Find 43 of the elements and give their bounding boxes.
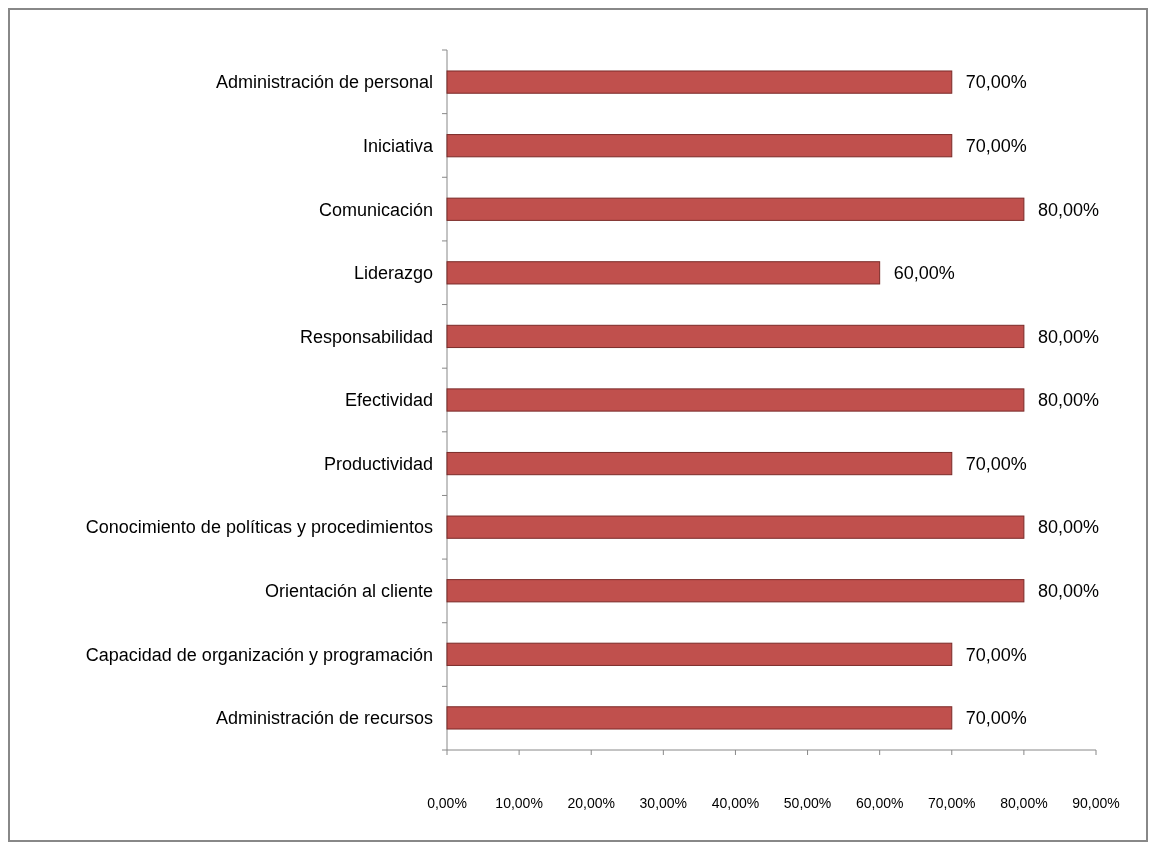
x-tick-label: 90,00% <box>1072 795 1120 811</box>
bar <box>446 706 953 730</box>
data-label: 60,00% <box>893 263 955 284</box>
data-label: 70,00% <box>965 644 1027 665</box>
bar <box>446 261 881 285</box>
data-label: 80,00% <box>1037 199 1099 220</box>
data-label: 80,00% <box>1037 390 1099 411</box>
data-label: 70,00% <box>965 453 1027 474</box>
x-tick-label: 30,00% <box>639 795 688 811</box>
bar <box>446 324 1025 349</box>
y-tick-label: Orientación al cliente <box>264 581 433 602</box>
bar <box>446 197 1025 221</box>
y-tick-label: Comunicación <box>318 199 433 220</box>
y-tick-label: Iniciativa <box>362 135 434 156</box>
y-tick-label: Capacidad de organización y programación <box>85 644 433 665</box>
x-tick-label: 40,00% <box>711 795 760 811</box>
x-tick-label: 80,00% <box>1000 795 1048 811</box>
x-tick-label: 10,00% <box>495 795 543 811</box>
bar <box>446 134 953 158</box>
x-tick-label: 60,00% <box>855 795 904 811</box>
x-tick-label: 20,00% <box>567 795 615 811</box>
y-tick-label: Administración de personal <box>215 72 433 93</box>
data-label: 80,00% <box>1037 581 1099 602</box>
bar <box>446 579 1025 603</box>
y-tick-label: Efectividad <box>344 390 433 411</box>
x-tick-label: 70,00% <box>928 795 976 811</box>
y-tick-label: Productividad <box>323 453 433 474</box>
bar <box>446 451 953 476</box>
data-label: 70,00% <box>965 708 1027 729</box>
y-tick-label: Administración de recursos <box>215 708 433 729</box>
bar <box>446 642 953 666</box>
bar <box>446 515 1025 539</box>
data-label: 80,00% <box>1037 517 1099 538</box>
y-tick-label: Responsabilidad <box>299 326 433 347</box>
y-tick-label: Conocimiento de políticas y procedimientos <box>85 517 433 538</box>
bar <box>446 70 953 94</box>
bar <box>446 388 1025 412</box>
x-tick-label: 0,00% <box>427 795 467 811</box>
data-label: 80,00% <box>1037 326 1099 347</box>
data-label: 70,00% <box>965 135 1027 156</box>
data-label: 70,00% <box>965 72 1027 93</box>
y-tick-label: Liderazgo <box>353 263 433 284</box>
x-tick-label: 50,00% <box>783 795 832 811</box>
